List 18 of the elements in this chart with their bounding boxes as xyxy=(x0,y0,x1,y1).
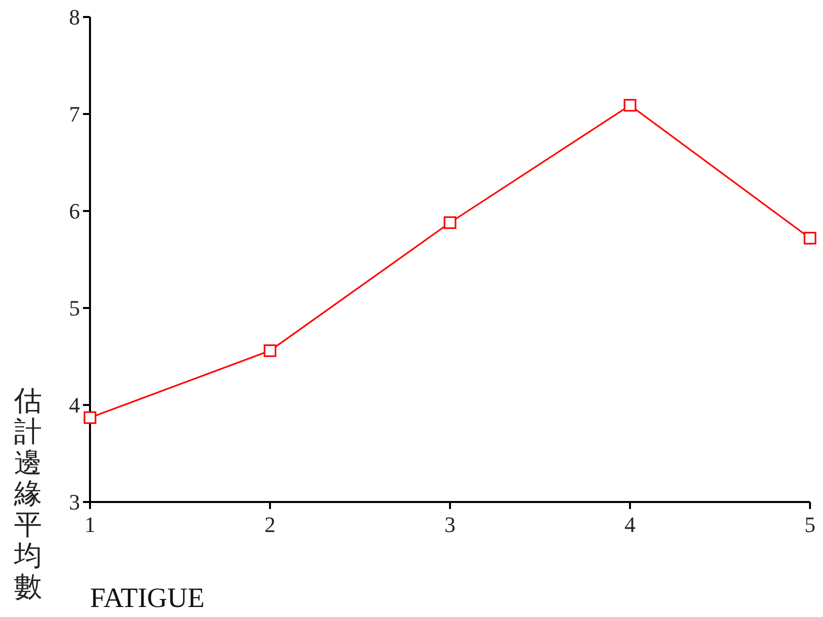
y-tick-label: 4 xyxy=(69,392,80,418)
x-tick-label: 5 xyxy=(804,512,816,537)
x-tick-label: 3 xyxy=(444,512,456,537)
point xyxy=(264,344,276,357)
y-tick-label: 7 xyxy=(69,102,80,126)
y-axis-title: 估計邊緣平均數 xyxy=(13,386,42,603)
x-tick-label: 4 xyxy=(624,512,636,537)
y-tick-label: 3 xyxy=(69,490,80,514)
x-tick-label: 1 xyxy=(84,512,96,537)
y-tick-label: 8 xyxy=(69,4,80,30)
point xyxy=(444,216,456,229)
point xyxy=(84,411,96,424)
y-tick-label: 6 xyxy=(69,198,80,224)
y-tick-label: 5 xyxy=(69,296,80,320)
x-tick-label: 2 xyxy=(264,512,276,537)
point xyxy=(624,98,636,112)
x-axis-title: FATIGUE xyxy=(90,583,205,614)
point xyxy=(804,232,816,244)
